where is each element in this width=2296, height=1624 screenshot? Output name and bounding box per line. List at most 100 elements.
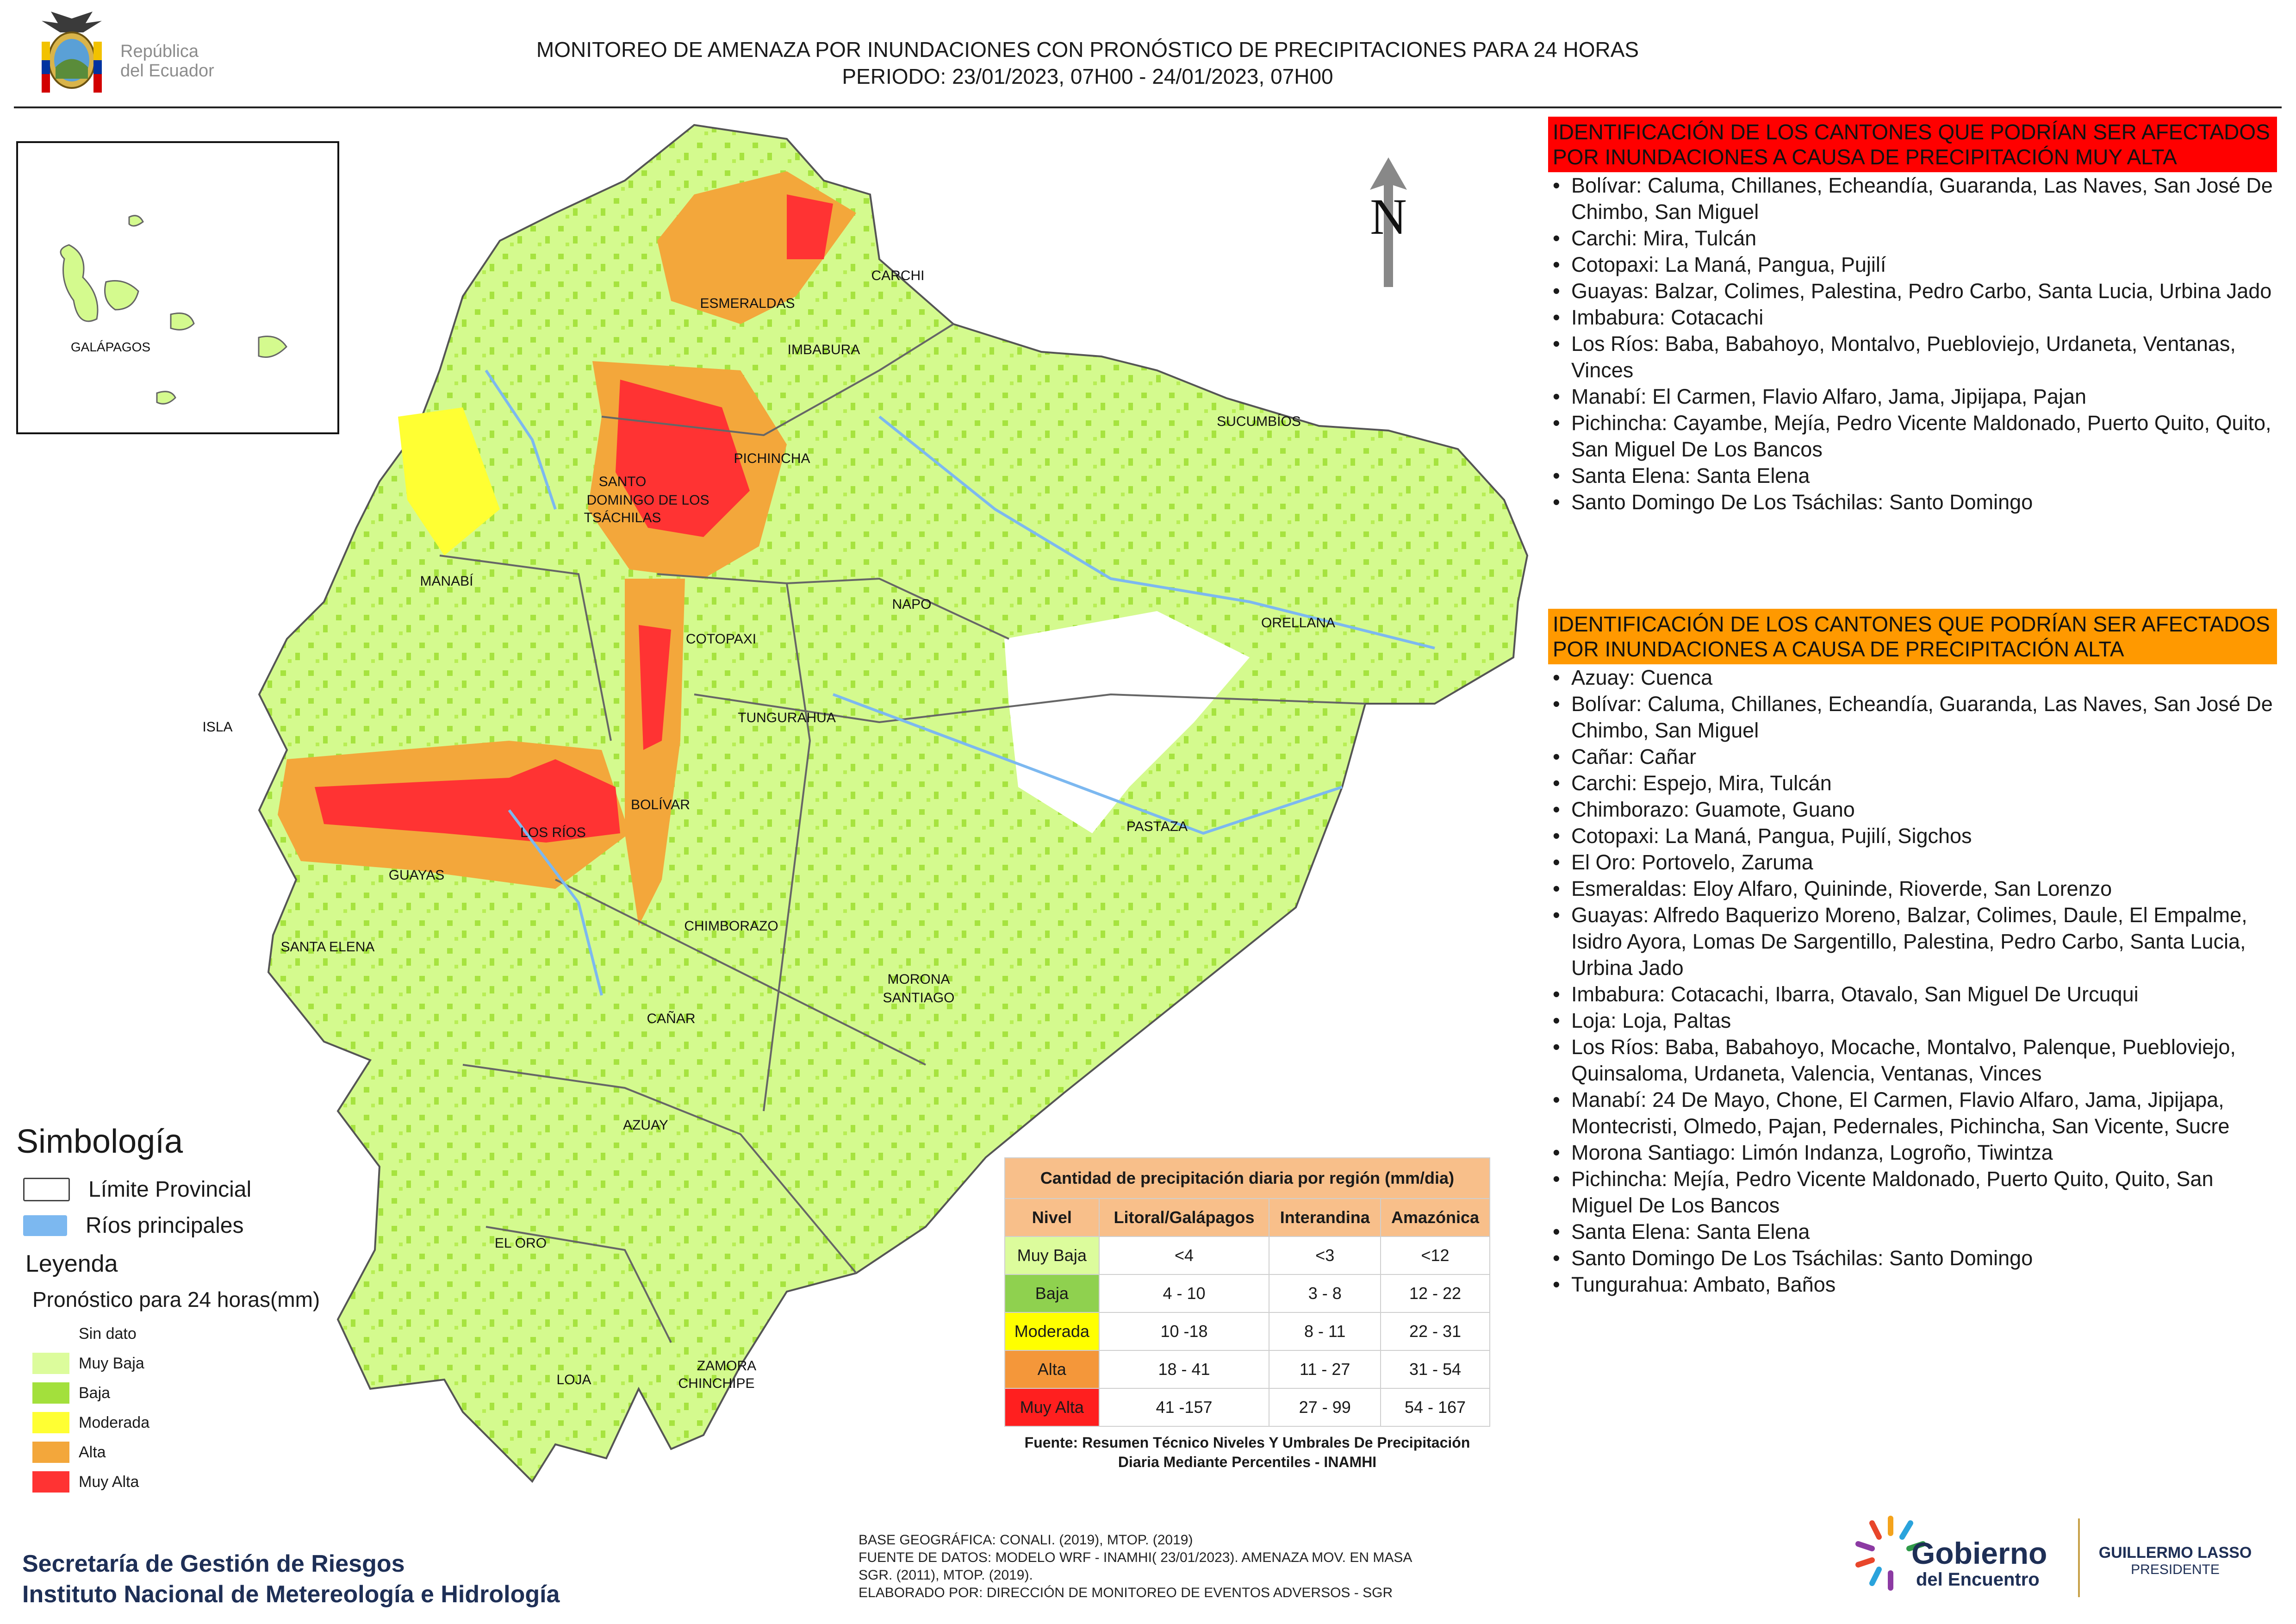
table-cell: 31 - 54 <box>1380 1350 1491 1389</box>
president-name: GUILLERMO LASSO <box>2099 1544 2252 1562</box>
label-los-rios: LOS RÍOS <box>520 825 586 840</box>
logo-text-2: del Ecuador <box>120 61 214 81</box>
label-napo: NAPO <box>892 597 931 612</box>
class-swatch <box>32 1412 69 1433</box>
table-level: Baja <box>1004 1274 1100 1313</box>
class-label: Alta <box>79 1443 106 1461</box>
list-item: Pichincha: Cayambe, Mejía, Pedro Vicente… <box>1553 410 2277 462</box>
legend-class-alta: Alta <box>32 1442 106 1463</box>
table-cell: 18 - 41 <box>1098 1350 1270 1389</box>
list-item: Santa Elena: Santa Elena <box>1553 1218 2277 1245</box>
list-item: Manabí: 24 De Mayo, Chone, El Carmen, Fl… <box>1553 1087 2277 1139</box>
table-cell: <3 <box>1269 1236 1381 1275</box>
class-label: Baja <box>79 1384 111 1402</box>
label-manabi: MANABÍ <box>420 574 473 589</box>
president-title: PRESIDENTE <box>2131 1562 2220 1577</box>
table-row: Moderada 10 -18 8 - 11 22 - 31 <box>1004 1312 1491 1351</box>
table-cell: 27 - 99 <box>1269 1388 1381 1427</box>
table-source-note: Fuente: Resumen Técnico Niveles Y Umbral… <box>1024 1434 1470 1470</box>
table-level: Muy Alta <box>1004 1388 1100 1427</box>
main-rivers <box>485 369 1435 996</box>
list-item: Guayas: Balzar, Colimes, Palestina, Pedr… <box>1553 278 2277 304</box>
list-item: Bolívar: Caluma, Chillanes, Echeandía, G… <box>1553 691 2277 743</box>
list-item: Imbabura: Cotacachi <box>1553 304 2277 331</box>
list-item: Santo Domingo De Los Tsáchilas: Santo Do… <box>1553 1245 2277 1271</box>
list-item: Loja: Loja, Paltas <box>1553 1007 2277 1034</box>
label-pichincha: PICHINCHA <box>734 451 810 466</box>
table-cell: 4 - 10 <box>1098 1274 1270 1313</box>
simbologia-title: Simbología <box>16 1123 183 1160</box>
label-chimborazo: CHIMBORAZO <box>684 918 778 934</box>
label-cotopaxi: COTOPAXI <box>686 631 756 647</box>
list-item: Carchi: Mira, Tulcán <box>1553 225 2277 251</box>
panel-very-high-heading: IDENTIFICACIÓN DE LOS CANTONES QUE PODRÍ… <box>1548 117 2277 172</box>
footer-organizations: Secretaría de Gestión de Riesgos Institu… <box>22 1549 560 1610</box>
moderate-zone-west <box>398 407 500 556</box>
gobierno-text: Gobierno <box>1911 1536 2047 1570</box>
table-row: Muy Baja <4 <3 <12 <box>1004 1236 1491 1275</box>
label-domingo: DOMINGO DE LOS <box>586 493 709 508</box>
label-santa-elena: SANTA ELENA <box>281 939 375 955</box>
very-high-zone-coast <box>315 759 620 843</box>
list-item: Guayas: Alfredo Baquerizo Moreno, Balzar… <box>1553 902 2277 981</box>
north-label: N <box>1370 188 1406 245</box>
panel-high-list: Azuay: Cuenca Bolívar: Caluma, Chillanes… <box>1548 664 2277 1298</box>
high-zone-andes <box>625 579 685 926</box>
table-cell: 12 - 22 <box>1380 1274 1491 1313</box>
table-cell: 10 -18 <box>1098 1312 1270 1351</box>
list-item: Azuay: Cuenca <box>1553 664 2277 691</box>
list-item: Tungurahua: Ambato, Baños <box>1553 1271 2277 1298</box>
list-item: Manabí: El Carmen, Flavio Alfaro, Jama, … <box>1553 383 2277 410</box>
legend-limite: Límite Provincial <box>23 1177 251 1202</box>
list-item: Santo Domingo De Los Tsáchilas: Santo Do… <box>1553 489 2277 515</box>
list-item: Carchi: Espejo, Mira, Tulcán <box>1553 770 2277 796</box>
legend-class-muy-baja: Muy Baja <box>32 1353 144 1374</box>
leyenda-title: Leyenda <box>25 1250 118 1277</box>
ecuador-mainland <box>258 124 1529 1483</box>
table-cell: 54 - 167 <box>1380 1388 1491 1427</box>
legend-class-sin-dato: Sin dato <box>32 1323 137 1344</box>
galapagos-inset: GALÁPAGOS <box>16 141 339 434</box>
class-swatch <box>32 1442 69 1463</box>
table-row: Alta 18 - 41 11 - 27 31 - 54 <box>1004 1350 1491 1389</box>
class-swatch <box>32 1471 69 1493</box>
class-label: Moderada <box>79 1413 150 1431</box>
pronostico-title: Pronóstico para 24 horas(mm) <box>32 1287 320 1312</box>
label-esmeraldas: ESMERALDAS <box>700 296 795 311</box>
legend-limite-label: Límite Provincial <box>88 1177 252 1202</box>
table-cell: 3 - 8 <box>1269 1274 1381 1313</box>
label-canar: CAÑAR <box>647 1011 695 1026</box>
label-guayas: GUAYAS <box>389 868 445 883</box>
table-header: Nivel <box>1004 1198 1100 1237</box>
list-item: Imbabura: Cotacachi, Ibarra, Otavalo, Sa… <box>1553 981 2277 1007</box>
table-row: Baja 4 - 10 3 - 8 12 - 22 <box>1004 1274 1491 1313</box>
no-data-area <box>1004 611 1250 833</box>
list-item: Los Ríos: Baba, Babahoyo, Mocache, Monta… <box>1553 1034 2277 1087</box>
class-label: Muy Alta <box>79 1473 139 1491</box>
list-item: Cañar: Cañar <box>1553 743 2277 770</box>
title-line-2: PERIODO: 23/01/2023, 07H00 - 24/01/2023,… <box>842 64 1333 88</box>
very-high-zone-center <box>616 380 750 537</box>
panel-very-high: IDENTIFICACIÓN DE LOS CANTONES QUE PODRÍ… <box>1548 117 2277 515</box>
label-carchi: CARCHI <box>871 268 924 283</box>
legend-class-baja: Baja <box>32 1382 110 1404</box>
label-orellana: ORELLANA <box>1261 615 1335 631</box>
table-caption: Cantidad de precipitación diaria por reg… <box>1004 1157 1490 1199</box>
province-borders <box>439 323 1366 1343</box>
class-swatch <box>32 1353 69 1374</box>
class-swatch <box>32 1323 69 1344</box>
class-swatch <box>32 1382 69 1404</box>
gobierno-encuentro-logo: Gobierno del Encuentro GUILLERMO LASSO P… <box>1847 1505 2272 1611</box>
gobierno-logo-icon: Gobierno del Encuentro GUILLERMO LASSO P… <box>1855 1516 2252 1597</box>
title-line-1: MONITOREO DE AMENAZA POR INUNDACIONES CO… <box>536 37 1639 62</box>
rivers-swatch <box>23 1215 67 1236</box>
label-tungurahua: TUNGURAHUA <box>738 710 836 725</box>
table-header: Interandina <box>1269 1198 1381 1237</box>
org-inamhi: Instituto Nacional de Metereología e Hid… <box>22 1581 560 1608</box>
table-cell: 41 -157 <box>1098 1388 1270 1427</box>
label-santo: SANTO <box>599 474 647 489</box>
legend-rios-label: Ríos principales <box>86 1213 244 1238</box>
coat-of-arms-icon <box>42 12 102 93</box>
table-cell: 22 - 31 <box>1380 1312 1491 1351</box>
table-cell: <12 <box>1380 1236 1491 1275</box>
